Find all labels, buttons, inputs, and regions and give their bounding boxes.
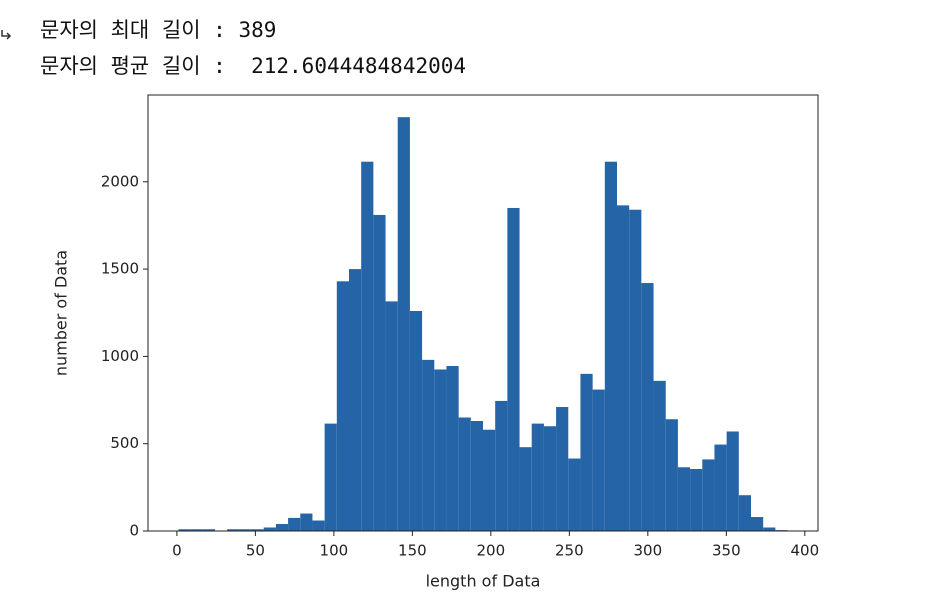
bar xyxy=(361,161,374,531)
x-tick-label: 250 xyxy=(555,542,584,560)
bar xyxy=(751,517,764,531)
bar xyxy=(604,161,617,531)
bar xyxy=(336,281,349,531)
bar xyxy=(288,517,301,531)
output-line: 문자의 평균 길이 : 212.6044484842004 xyxy=(40,54,466,78)
y-axis-label: number of Data xyxy=(52,250,71,376)
bar xyxy=(349,269,362,531)
y-tick-label: 500 xyxy=(110,434,139,452)
bar xyxy=(227,529,240,531)
bar xyxy=(202,529,215,531)
bar xyxy=(507,207,520,532)
bar xyxy=(592,389,605,531)
bar xyxy=(543,426,557,531)
bar xyxy=(312,520,325,531)
x-tick-label: 150 xyxy=(398,542,427,560)
bar xyxy=(763,527,776,531)
bar xyxy=(300,513,313,531)
bar xyxy=(446,365,459,531)
y-tick-label: 1000 xyxy=(101,347,139,365)
bar xyxy=(580,373,593,531)
bar xyxy=(470,420,483,531)
y-tick-label: 1500 xyxy=(101,260,139,278)
bar xyxy=(629,209,642,532)
bar xyxy=(324,423,337,531)
bar xyxy=(556,407,569,531)
bar xyxy=(178,529,191,531)
bar xyxy=(434,369,447,531)
bar xyxy=(702,459,715,531)
bar xyxy=(519,447,532,531)
x-axis-label: length of Data xyxy=(426,572,541,591)
output-line: 문자의 최대 길이 : 389 xyxy=(40,18,276,42)
x-tick-label: 200 xyxy=(477,542,506,560)
bar xyxy=(385,301,398,531)
bar xyxy=(483,429,496,531)
x-tick-label: 100 xyxy=(320,542,349,560)
bar xyxy=(397,117,410,531)
bar xyxy=(653,380,666,531)
bar xyxy=(531,423,544,531)
bar xyxy=(677,467,691,531)
x-tick-label: 300 xyxy=(634,542,663,560)
bar xyxy=(422,359,435,531)
bar xyxy=(190,529,203,531)
bar xyxy=(641,283,654,531)
y-tick-label: 2000 xyxy=(101,172,139,190)
bar xyxy=(568,458,581,531)
histogram: 0 50 100 150 200 250 300 350 400 0 500 1000 1500 2000… xyxy=(52,94,819,591)
bar xyxy=(690,469,703,531)
bar xyxy=(373,214,386,532)
bar xyxy=(665,419,678,531)
bar xyxy=(495,400,508,531)
x-tick-label: 400 xyxy=(790,542,819,560)
bar xyxy=(239,529,252,531)
bar xyxy=(409,310,423,531)
plot-frame xyxy=(147,94,819,532)
bar xyxy=(726,431,739,531)
bar xyxy=(714,444,727,531)
bar xyxy=(263,527,276,531)
bar xyxy=(458,417,471,531)
bar xyxy=(275,524,289,531)
x-tick-label: 350 xyxy=(712,542,741,560)
x-tick-label: 0 xyxy=(172,542,182,560)
bar xyxy=(738,495,751,531)
bar xyxy=(251,529,264,531)
y-tick-label: 0 xyxy=(129,522,139,540)
x-tick-label: 50 xyxy=(246,542,265,560)
bar xyxy=(617,205,630,532)
output-icon xyxy=(1,30,12,40)
